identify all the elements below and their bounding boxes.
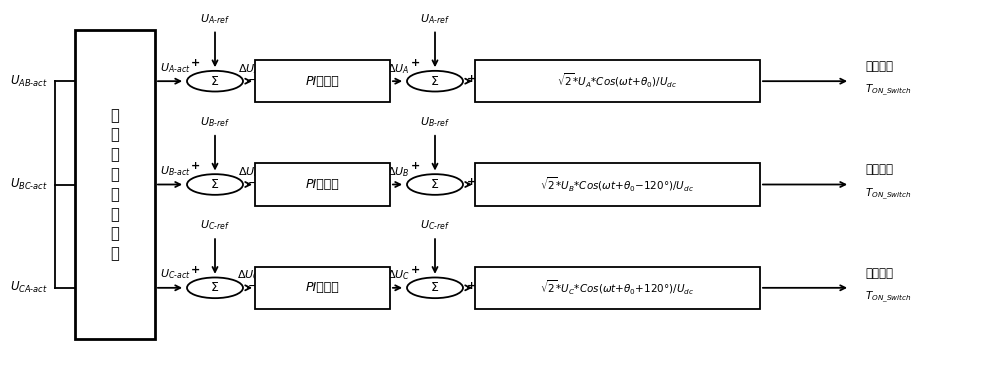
Bar [255, 163, 390, 206]
Text: $U_{AB\text{-}act}$: $U_{AB\text{-}act}$ [10, 74, 48, 89]
Text: $\Sigma$: $\Sigma$ [210, 75, 220, 88]
Text: +: + [191, 161, 200, 171]
Text: +: + [411, 58, 420, 68]
Text: $T_{ON\_Switch}$: $T_{ON\_Switch}$ [865, 186, 912, 201]
Text: +: + [411, 161, 420, 171]
Text: $U_{C\text{-}ref}$: $U_{C\text{-}ref}$ [200, 219, 230, 232]
Text: +: + [191, 58, 200, 68]
Text: $\Sigma$: $\Sigma$ [430, 281, 440, 294]
Text: $\Sigma$: $\Sigma$ [430, 178, 440, 191]
Text: +: + [191, 265, 200, 275]
Text: $\Sigma$: $\Sigma$ [210, 178, 220, 191]
Bar [475, 60, 760, 102]
Text: $\Delta U_A$: $\Delta U_A$ [387, 62, 410, 76]
Text: $U_{CA\text{-}act}$: $U_{CA\text{-}act}$ [10, 280, 48, 295]
Text: $\Delta U_B$: $\Delta U_B$ [238, 165, 260, 179]
Text: $-$: $-$ [247, 279, 258, 292]
Text: PI控制器: PI控制器 [306, 281, 339, 294]
Text: +: + [411, 265, 420, 275]
Text: 调制信号: 调制信号 [865, 267, 893, 280]
Text: $U_{B\text{-}ref}$: $U_{B\text{-}ref}$ [420, 115, 450, 129]
Text: 调制信号: 调制信号 [865, 163, 893, 176]
Text: +: + [467, 177, 476, 187]
Text: 线
电
压
转
换
相
电
压: 线 电 压 转 换 相 电 压 [111, 108, 119, 261]
Text: $U_{A\text{-}ref}$: $U_{A\text{-}ref}$ [420, 12, 450, 26]
Text: $-$: $-$ [247, 176, 258, 189]
Text: $\Delta U_A$: $\Delta U_A$ [238, 62, 260, 76]
Text: +: + [467, 74, 476, 84]
Text: $\sqrt{2}{*}U_B{*}Cos(\omega t{+}\theta_0{-}120°)/U_{dc}$: $\sqrt{2}{*}U_B{*}Cos(\omega t{+}\theta_… [540, 175, 695, 194]
Text: $T_{ON\_Switch}$: $T_{ON\_Switch}$ [865, 290, 912, 305]
Text: $\sqrt{2}{*}U_C{*}Cos(\omega t{+}\theta_0{+}120°)/U_{dc}$: $\sqrt{2}{*}U_C{*}Cos(\omega t{+}\theta_… [540, 279, 695, 297]
Text: $\Delta U_C$: $\Delta U_C$ [237, 269, 261, 282]
Text: $\Delta U_C$: $\Delta U_C$ [387, 269, 410, 282]
Bar [255, 60, 390, 102]
Text: $U_{C\text{-}act}$: $U_{C\text{-}act}$ [160, 268, 191, 281]
Text: $U_{B\text{-}ref}$: $U_{B\text{-}ref}$ [200, 115, 230, 129]
Bar [475, 163, 760, 206]
Text: +: + [467, 280, 476, 291]
Text: 调制信号: 调制信号 [865, 60, 893, 73]
Text: $\Sigma$: $\Sigma$ [430, 75, 440, 88]
Bar [75, 30, 155, 339]
Text: $U_{A\text{-}ref}$: $U_{A\text{-}ref}$ [200, 12, 230, 26]
Text: PI控制器: PI控制器 [306, 75, 339, 88]
Bar [475, 266, 760, 309]
Text: $U_{BC\text{-}act}$: $U_{BC\text{-}act}$ [10, 177, 48, 192]
Text: $U_{A\text{-}act}$: $U_{A\text{-}act}$ [160, 61, 191, 75]
Text: $\sqrt{2}{*}U_A{*}Cos(\omega t{+}\theta_0)/U_{dc}$: $\sqrt{2}{*}U_A{*}Cos(\omega t{+}\theta_… [557, 72, 678, 90]
Text: $\Sigma$: $\Sigma$ [210, 281, 220, 294]
Text: $U_{C\text{-}ref}$: $U_{C\text{-}ref}$ [420, 219, 450, 232]
Text: $U_{B\text{-}act}$: $U_{B\text{-}act}$ [160, 164, 191, 178]
Text: $\Delta U_B$: $\Delta U_B$ [387, 165, 410, 179]
Text: $-$: $-$ [247, 72, 258, 86]
Bar [255, 266, 390, 309]
Text: PI控制器: PI控制器 [306, 178, 339, 191]
Text: $T_{ON\_Switch}$: $T_{ON\_Switch}$ [865, 83, 912, 98]
